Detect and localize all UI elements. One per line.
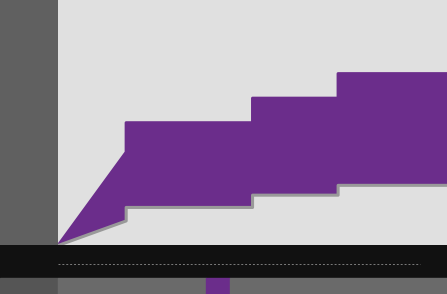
Bar [58,278,206,294]
Bar [0,278,58,294]
Bar [230,278,447,294]
Bar [206,278,230,294]
Polygon shape [58,74,447,245]
